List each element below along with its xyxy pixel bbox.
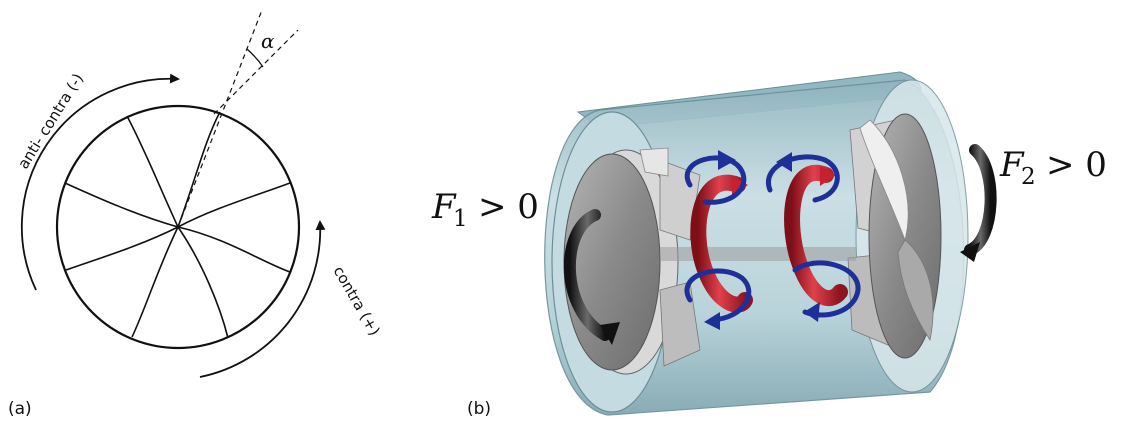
right-rotation-arrow	[960, 144, 997, 262]
flow-arrow-bottom-left	[684, 268, 752, 323]
blade-curves	[64, 111, 291, 339]
right-impeller	[847, 113, 942, 359]
vortex-left	[690, 174, 753, 313]
right-blade	[897, 239, 934, 342]
flow-arrow-head	[804, 302, 820, 322]
flow-arrow-top-left	[684, 155, 747, 205]
panel-b: (b)	[431, 71, 1107, 419]
left-rotation-arrow	[564, 209, 620, 345]
panel-b-label: (b)	[467, 399, 491, 419]
flow-arrow-top-right	[765, 154, 840, 203]
blade-curve	[177, 182, 291, 228]
f1-subscript: 1	[453, 206, 468, 232]
blue-arrow-heads	[704, 150, 820, 330]
flow-arrow-head	[776, 152, 792, 172]
anti-contra-arrow	[20, 73, 180, 291]
f1-relation: > 0	[478, 187, 539, 227]
vortex-right-head	[820, 166, 836, 186]
panel-a-label: (a)	[8, 399, 32, 419]
left-blade	[659, 281, 701, 367]
blue-flow-arrows	[684, 154, 861, 323]
f2-relation: > 0	[1046, 145, 1107, 185]
contra-label: contra (+)	[330, 263, 384, 339]
central-shaft	[660, 247, 856, 261]
blade-curve	[131, 226, 179, 338]
f2-symbol: F	[999, 145, 1025, 185]
flow-arrow-bottom-right	[792, 260, 861, 318]
dashed-line-radial	[177, 9, 263, 228]
blade-curve	[64, 182, 179, 228]
flow-arrow-head	[704, 312, 720, 330]
angle-alpha-label: α	[261, 29, 275, 53]
contra-arrow	[199, 220, 326, 378]
flow-arrow-head	[718, 150, 736, 170]
blade-curve	[177, 226, 229, 339]
f2-subscript: 2	[1021, 164, 1036, 190]
f1-label: F 1 > 0	[431, 187, 539, 232]
left-blade	[639, 147, 669, 177]
f1-symbol: F	[431, 187, 457, 227]
dashed-line-tangent	[213, 29, 299, 115]
f2-label: F 2 > 0	[999, 145, 1107, 190]
blade-curve	[65, 226, 179, 271]
blade-curve	[177, 226, 291, 273]
blade-curve	[126, 115, 179, 228]
panel-a: α anti- contra (-) contra (+) (a)	[8, 9, 384, 419]
anti-contra-label: anti- contra (-)	[14, 70, 87, 172]
angle-arc	[246, 48, 264, 68]
rotor-circle	[55, 104, 301, 350]
blade-curve	[177, 111, 221, 228]
vortex-right	[784, 164, 848, 307]
